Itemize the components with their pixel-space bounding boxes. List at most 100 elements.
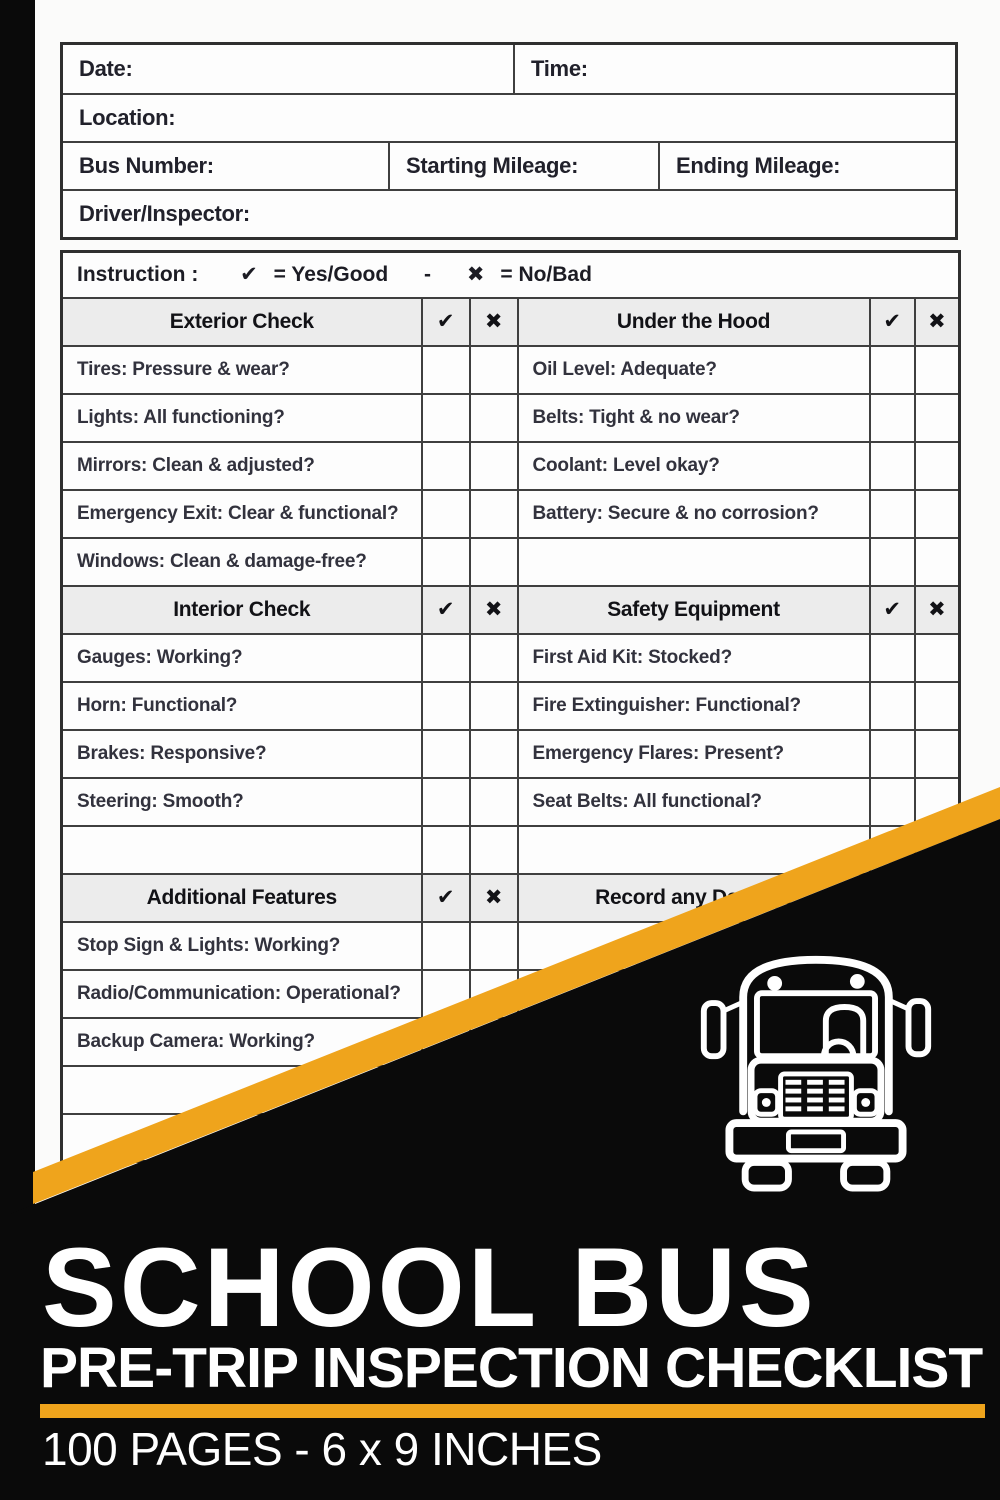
checkbox-cell <box>420 1112 471 1163</box>
checkbox-cell <box>468 1016 519 1067</box>
checklist-item-label: Backup Camera: Working? <box>60 1016 423 1067</box>
checkbox-cell <box>420 680 471 731</box>
school-bus-icon <box>700 955 932 1192</box>
checkbox-cell <box>913 536 961 587</box>
checklist-item-label: Battery: Secure & no corrosion? <box>516 488 871 539</box>
checkbox-cell <box>420 920 471 971</box>
checkbox-cell <box>420 392 471 443</box>
checklist-item-label: Lights: All functioning? <box>60 392 423 443</box>
checklist-row: Brakes: Responsive? Emergency Flares: Pr… <box>60 728 961 779</box>
checkbox-cell <box>468 1112 519 1163</box>
checklist-item-label: First Aid Kit: Stocked? <box>516 632 871 683</box>
checkbox-cell <box>420 968 471 1019</box>
bus-number-field: Bus Number: <box>79 153 214 178</box>
checkbox-cell <box>420 632 471 683</box>
checkbox-cell <box>913 728 961 779</box>
checklist-item-label: Mirrors: Clean & adjusted? <box>60 440 423 491</box>
section-header-row: Additional Features ✔ ✖ Record any Damag… <box>60 872 961 923</box>
checklist-row: Windows: Clean & damage-free? <box>60 536 961 587</box>
driver-inspector-field: Driver/Inspector: <box>79 201 250 226</box>
checkbox-cell <box>420 344 471 395</box>
section-title-additional-features: Additional Features <box>60 872 423 923</box>
section-title-exterior-check: Exterior Check <box>60 296 423 347</box>
check-icon: ✔ <box>868 584 916 635</box>
checkbox-cell <box>913 632 961 683</box>
instruction-row: Instruction : ✔ = Yes/Good - ✖ = No/Bad <box>60 250 961 299</box>
checklist-item-label: Steering: Smooth? <box>60 776 423 827</box>
section-title-record-damage: Record any Damage <box>516 872 871 923</box>
instruction-label: Instruction : <box>77 263 199 287</box>
checklist-item-label: Radio/Communication: Operational? <box>60 968 423 1019</box>
checkbox-cell <box>868 536 916 587</box>
checklist-row: Mirrors: Clean & adjusted? Coolant: Leve… <box>60 440 961 491</box>
date-field: Date: <box>79 56 133 81</box>
cross-icon: ✖ <box>468 872 519 923</box>
checklist-item-label: Tires: Pressure & wear? <box>60 344 423 395</box>
form-row: Bus Number: Starting Mileage: Ending Mil… <box>63 141 955 189</box>
checklist-item-label: Emergency Exit: Clear & functional? <box>60 488 423 539</box>
checkbox-cell <box>868 680 916 731</box>
starting-mileage-field: Starting Mileage: <box>388 143 658 189</box>
checkbox-cell <box>420 1016 471 1067</box>
checklist-item-label <box>516 824 871 875</box>
checklist-item-label: Seat Belts: All functional? <box>516 776 871 827</box>
checkbox-cell <box>420 1064 471 1115</box>
section-header-row: Interior Check ✔ ✖ Safety Equipment ✔ ✖ <box>60 584 961 635</box>
checkbox-cell <box>468 920 519 971</box>
checklist-row: Steering: Smooth? Seat Belts: All functi… <box>60 776 961 827</box>
ending-mileage-field: Ending Mileage: <box>658 143 955 189</box>
checklist-row: Horn: Functional? Fire Extinguisher: Fun… <box>60 680 961 731</box>
checklist-item-label: Oil Level: Adequate? <box>516 344 871 395</box>
checkbox-cell <box>468 776 519 827</box>
cross-meaning: = No/Bad <box>500 263 592 287</box>
section-header-row: Exterior Check ✔ ✖ Under the Hood ✔ ✖ <box>60 296 961 347</box>
checkbox-cell <box>420 824 471 875</box>
checklist-item-label: Belts: Tight & no wear? <box>516 392 871 443</box>
checklist-item-label: Horn: Functional? <box>60 680 423 731</box>
book-title: SCHOOL BUS <box>42 1225 817 1350</box>
checklist-item-label <box>516 536 871 587</box>
checkbox-cell <box>468 968 519 1019</box>
checkbox-cell <box>468 680 519 731</box>
checklist-item-label: Stop Sign & Lights: Working? <box>60 920 423 971</box>
section-title-safety-equipment: Safety Equipment <box>516 584 871 635</box>
form-row: Date: Time: <box>63 45 955 93</box>
cross-icon: ✖ <box>913 584 961 635</box>
checkbox-cell <box>468 536 519 587</box>
check-icon: ✔ <box>420 296 471 347</box>
accent-bar <box>40 1404 985 1418</box>
checklist-row: Lights: All functioning? Belts: Tight & … <box>60 392 961 443</box>
checklist-item-label <box>60 824 423 875</box>
instruction-text: Instruction : ✔ = Yes/Good - ✖ = No/Bad <box>60 250 961 299</box>
checkbox-cell <box>468 488 519 539</box>
checklist-item-label: Gauges: Working? <box>60 632 423 683</box>
checkbox-cell <box>420 776 471 827</box>
checkbox-cell <box>468 824 519 875</box>
book-meta: 100 PAGES - 6 x 9 INCHES <box>42 1423 602 1475</box>
checklist-row: Tires: Pressure & wear? Oil Level: Adequ… <box>60 344 961 395</box>
check-icon: ✔ <box>868 296 916 347</box>
checkbox-cell <box>468 392 519 443</box>
check-icon: ✔ <box>420 584 471 635</box>
checkbox-cell <box>868 728 916 779</box>
checkbox-cell <box>913 440 961 491</box>
checklist-item-label: Emergency Flares: Present? <box>516 728 871 779</box>
book-subtitle: PRE-TRIP INSPECTION CHECKLIST <box>40 1336 983 1400</box>
checkbox-cell <box>468 344 519 395</box>
checkbox-cell <box>868 392 916 443</box>
checkbox-cell <box>468 632 519 683</box>
checkbox-cell <box>913 824 961 875</box>
check-icon: ✔ <box>868 872 916 923</box>
checklist-item-label: Windows: Clean & damage-free? <box>60 536 423 587</box>
checkbox-cell <box>420 536 471 587</box>
checkbox-cell <box>913 776 961 827</box>
cross-icon: ✖ <box>913 872 961 923</box>
form-row: Driver/Inspector: <box>63 189 955 237</box>
cross-icon: ✖ <box>468 296 519 347</box>
section-title-under-the-hood: Under the Hood <box>516 296 871 347</box>
checkbox-cell <box>420 440 471 491</box>
checklist-item-label: Brakes: Responsive? <box>60 728 423 779</box>
checkbox-cell <box>913 680 961 731</box>
time-field: Time: <box>513 45 955 93</box>
